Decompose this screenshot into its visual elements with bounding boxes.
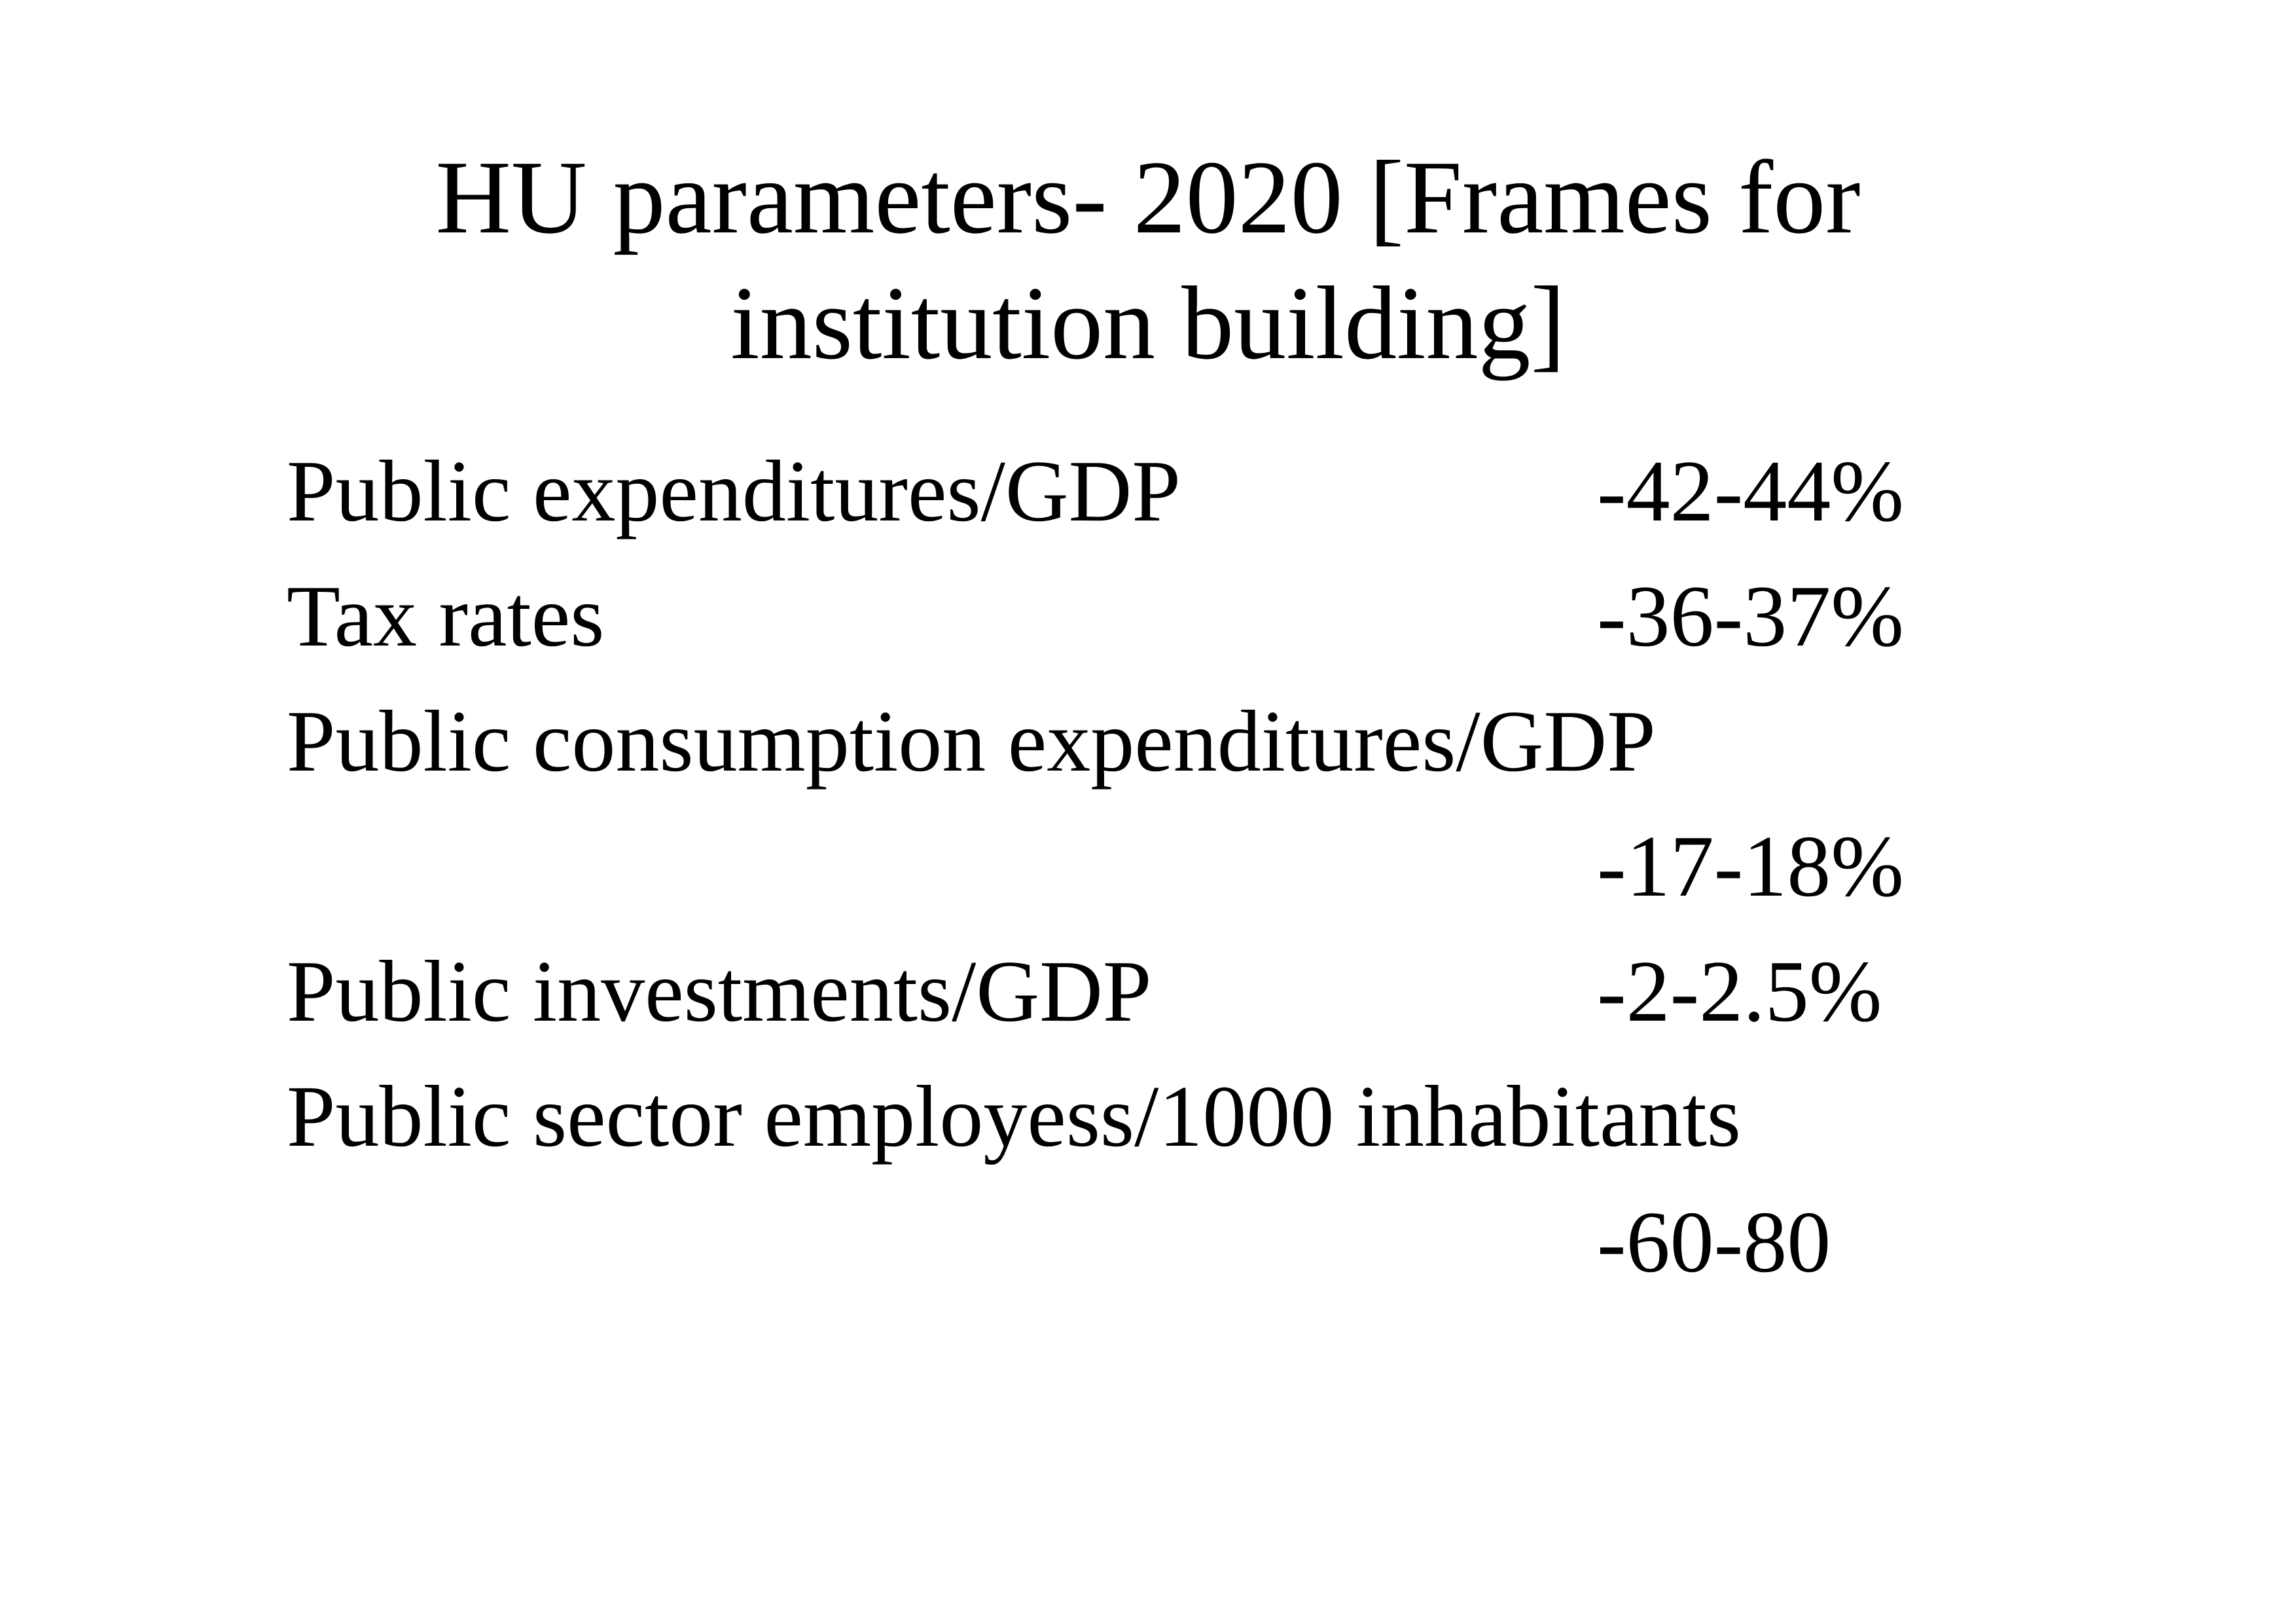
item-value: -42-44% [1597, 443, 1904, 539]
item-label: Tax rates [287, 568, 605, 665]
item-value: -60-80 [1597, 1194, 1831, 1290]
item-value: -17-18% [1597, 818, 1904, 915]
item-label: Public sector employess/1000 inhabitants [287, 1068, 1741, 1165]
item-value: -36-37% [1597, 568, 1904, 665]
item-label: Public investments/GDP [287, 943, 1152, 1040]
item-label: Public consumption expenditures/GDP [287, 693, 1656, 790]
item-label: Public expenditures/GDP [287, 443, 1181, 539]
slide-title: HU parameters- 2020 [Frames for institut… [435, 139, 1861, 381]
item-value: -2-2.5% [1597, 943, 1882, 1040]
